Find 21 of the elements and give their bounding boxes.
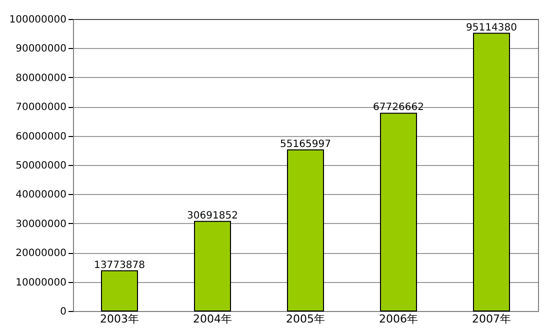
y-tick-label: 80000000 bbox=[16, 72, 66, 84]
y-tick-label: 100000000 bbox=[9, 14, 66, 26]
x-tick-label: 2007年 bbox=[472, 312, 511, 326]
data-label: 67726662 bbox=[373, 102, 424, 114]
data-label: 55165997 bbox=[280, 138, 331, 150]
data-label: 95114380 bbox=[466, 22, 517, 34]
y-tick-label: 0 bbox=[60, 306, 66, 318]
y-tick-label: 20000000 bbox=[16, 248, 66, 260]
x-tick-label: 2004年 bbox=[193, 312, 232, 326]
y-tick-label: 10000000 bbox=[16, 277, 66, 288]
y-tick-label: 50000000 bbox=[16, 160, 66, 172]
x-tick-label: 2005年 bbox=[286, 312, 325, 326]
y-tick-label: 60000000 bbox=[16, 131, 66, 142]
x-tick-label: 2003年 bbox=[100, 312, 139, 326]
y-tick-label: 40000000 bbox=[16, 190, 66, 201]
y-tick-label: 30000000 bbox=[16, 218, 66, 230]
data-label: 30691852 bbox=[187, 210, 238, 222]
y-tick-label: 90000000 bbox=[16, 44, 66, 55]
data-label: 13773878 bbox=[94, 260, 145, 271]
y-tick-label: 70000000 bbox=[16, 102, 66, 114]
x-tick-label: 2006年 bbox=[379, 312, 418, 326]
